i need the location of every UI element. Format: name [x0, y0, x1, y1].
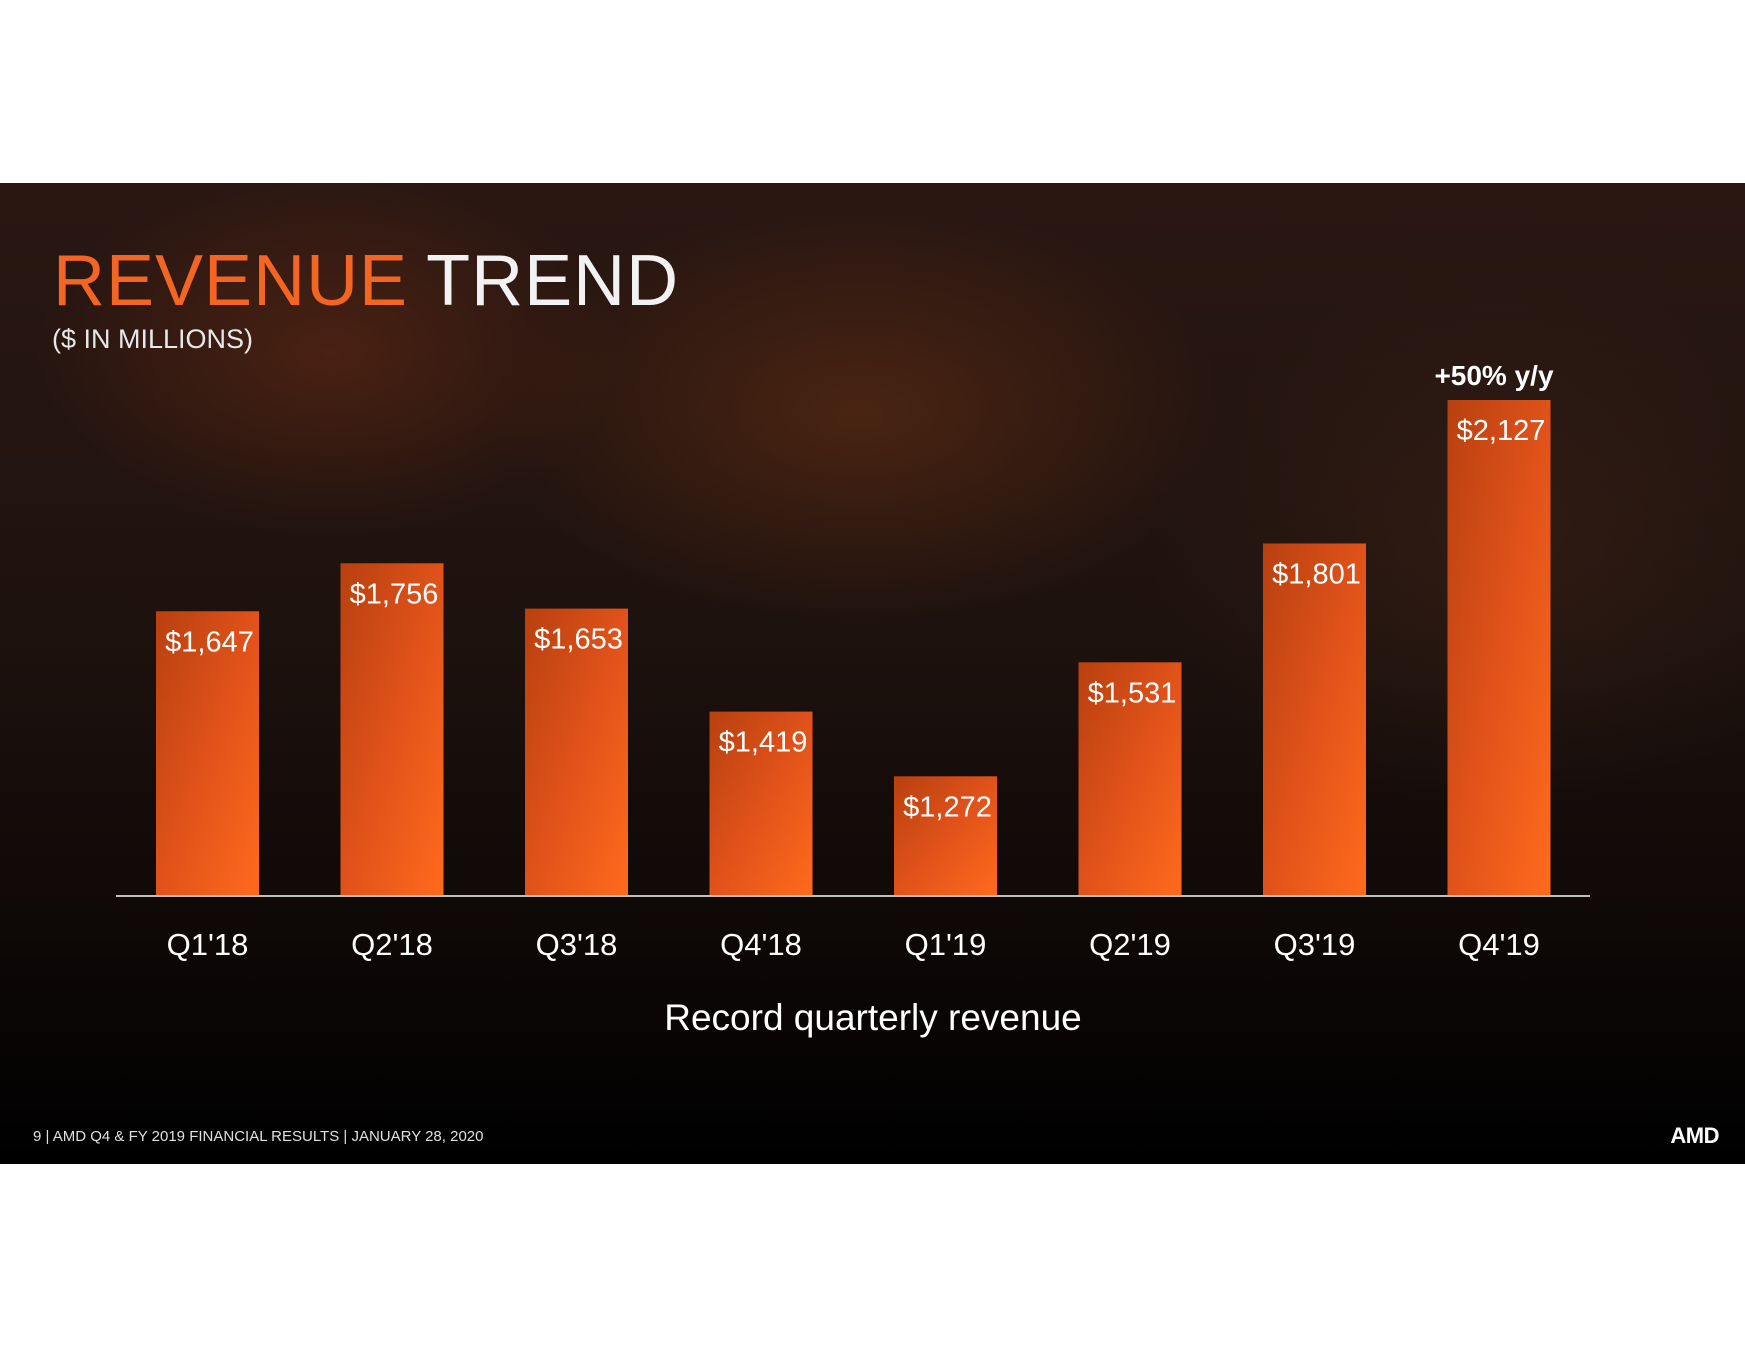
x-tick-label: Q2'18: [351, 927, 433, 962]
bar: [709, 711, 813, 896]
bar: [156, 611, 259, 896]
bar: [1263, 543, 1366, 896]
bar: [1078, 662, 1182, 896]
bar-value-label: $1,531: [1088, 677, 1177, 709]
amd-logo: AMD: [1670, 1123, 1719, 1148]
x-tick-label: Q3'19: [1274, 927, 1356, 962]
bar-value-label: $1,419: [719, 727, 808, 759]
x-tick-label: Q1'18: [167, 927, 249, 962]
x-tick-label: Q4'18: [720, 927, 802, 962]
x-tick-label: Q2'19: [1089, 927, 1171, 962]
bar: [1447, 400, 1551, 896]
bar-value-label: $1,272: [903, 791, 992, 823]
bar: [525, 608, 628, 896]
bar: [340, 563, 444, 896]
x-axis-caption: Record quarterly revenue: [664, 997, 1082, 1038]
slide-title: REVENUE TREND: [53, 240, 679, 322]
growth-annotation: +50% y/y: [1434, 360, 1554, 391]
x-tick-label: Q4'19: [1458, 927, 1540, 962]
title-accent: REVENUE: [53, 241, 409, 321]
bar-value-label: $1,756: [350, 578, 439, 610]
bar-value-label: $1,801: [1272, 558, 1361, 590]
bar-value-label: $2,127: [1457, 415, 1546, 447]
x-tick-label: Q1'19: [905, 927, 987, 962]
slide-subtitle: ($ IN MILLIONS): [52, 324, 254, 354]
revenue-bar-chart: $1,647 Q1'18 $1,756 Q2'18 $1,653 Q3'18 $1,419 Q…: [116, 360, 1590, 1038]
bar: [894, 776, 997, 896]
x-tick-label: Q3'18: [536, 927, 618, 962]
footer-text: 9 | AMD Q4 & FY 2019 FINANCIAL RESULTS |…: [33, 1128, 484, 1145]
bar-value-label: $1,653: [534, 624, 623, 656]
title-rest: TREND: [426, 241, 680, 321]
slide: REVENUE TREND ($ IN MILLIONS) $1,647 Q1'18…: [0, 183, 1745, 1164]
bar-value-label: $1,647: [165, 626, 254, 658]
